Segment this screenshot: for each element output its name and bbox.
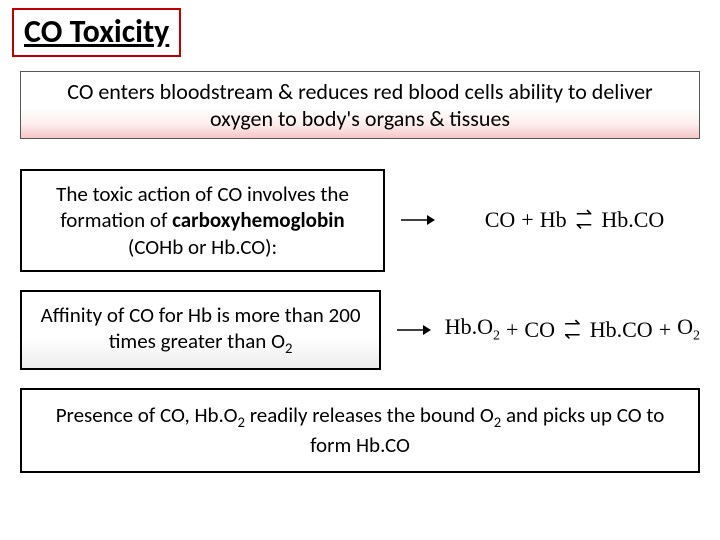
card2-line1: Affinity of CO for Hb is more than 200 (34, 302, 367, 328)
concl-s1: 2 (238, 413, 245, 431)
eq1-hbco: Hb.CO (601, 207, 664, 233)
row-1: The toxic action of CO involves the form… (20, 169, 700, 272)
eq1-hb: Hb (540, 207, 567, 233)
card2-sub: 2 (285, 339, 292, 357)
eq1-co: CO (485, 207, 516, 233)
eq2-hbco: Hb.CO (590, 317, 653, 343)
intro-box: CO enters bloodstream & reduces red bloo… (20, 71, 700, 139)
card1-line1: The toxic action of CO involves the (34, 181, 371, 207)
eq2-plus1: + (506, 317, 518, 343)
eq2-co: CO (524, 317, 555, 343)
arrow-1 (397, 211, 437, 229)
card2-line2: times greater than O2 (34, 328, 367, 358)
concl-p1: Presence of CO, Hb.O (56, 402, 238, 428)
eq2-plus2: + (659, 317, 671, 343)
arrow-right-icon (399, 211, 435, 229)
arrow-right-icon (395, 321, 431, 339)
row-2: Affinity of CO for Hb is more than 200 t… (20, 290, 700, 370)
card-affinity: Affinity of CO for Hb is more than 200 t… (20, 290, 381, 370)
card1-line3: (COHb or Hb.CO): (34, 234, 371, 260)
card1-line2a: formation of (60, 207, 172, 233)
equilibrium-arrow-icon (564, 319, 581, 341)
card2-line2a: times greater than O (109, 328, 285, 354)
equation-2: Hb.O2 + CO Hb.CO + O2 (445, 314, 700, 344)
card1-line2b: carboxyhemoglobin (172, 207, 345, 233)
concl-p2: readily releases the bound O (245, 402, 494, 428)
eq2-o2: O2 (677, 314, 700, 344)
eq2-hbo2: Hb.O2 (445, 314, 500, 344)
equilibrium-arrow-icon (576, 209, 593, 231)
conclusion-box: Presence of CO, Hb.O2 readily releases t… (20, 388, 700, 474)
equation-1: CO + Hb Hb.CO (449, 207, 700, 233)
arrow-2 (393, 321, 433, 339)
page-title: CO Toxicity (24, 12, 169, 51)
intro-text: CO enters bloodstream & reduces red bloo… (67, 78, 652, 132)
card-toxic-action: The toxic action of CO involves the form… (20, 169, 385, 272)
eq1-plus: + (521, 207, 533, 233)
title-box: CO Toxicity (12, 8, 181, 57)
card1-line2: formation of carboxyhemoglobin (34, 207, 371, 233)
